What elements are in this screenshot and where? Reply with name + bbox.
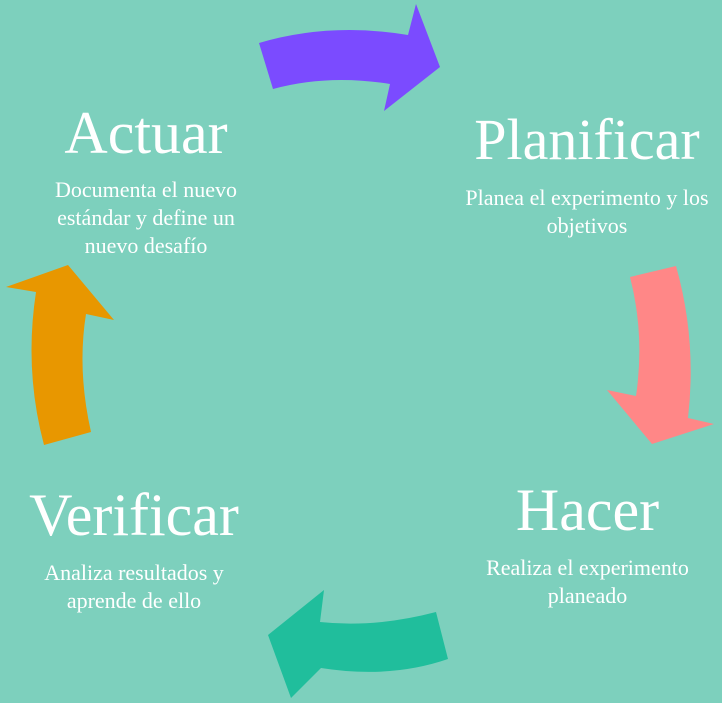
- stage-title-planificar: Planificar: [462, 110, 712, 170]
- stage-description-planificar: Planea el experimento y los objetivos: [462, 184, 712, 240]
- stage-description-verificar: Analiza resultados y aprende de ello: [20, 559, 248, 615]
- stage-description-actuar: Documenta el nuevo estándar y define un …: [30, 176, 262, 260]
- stage-title-verificar: Verificar: [20, 485, 248, 545]
- stage-title-actuar: Actuar: [30, 104, 262, 162]
- stage-title-hacer: Hacer: [470, 480, 705, 540]
- stage-verificar: Verificar Analiza resultados y aprende d…: [20, 485, 248, 615]
- stage-actuar: Actuar Documenta el nuevo estándar y def…: [30, 104, 262, 260]
- stage-hacer: Hacer Realiza el experimento planeado: [470, 480, 705, 610]
- stage-description-hacer: Realiza el experimento planeado: [470, 554, 705, 610]
- stage-planificar: Planificar Planea el experimento y los o…: [462, 110, 712, 240]
